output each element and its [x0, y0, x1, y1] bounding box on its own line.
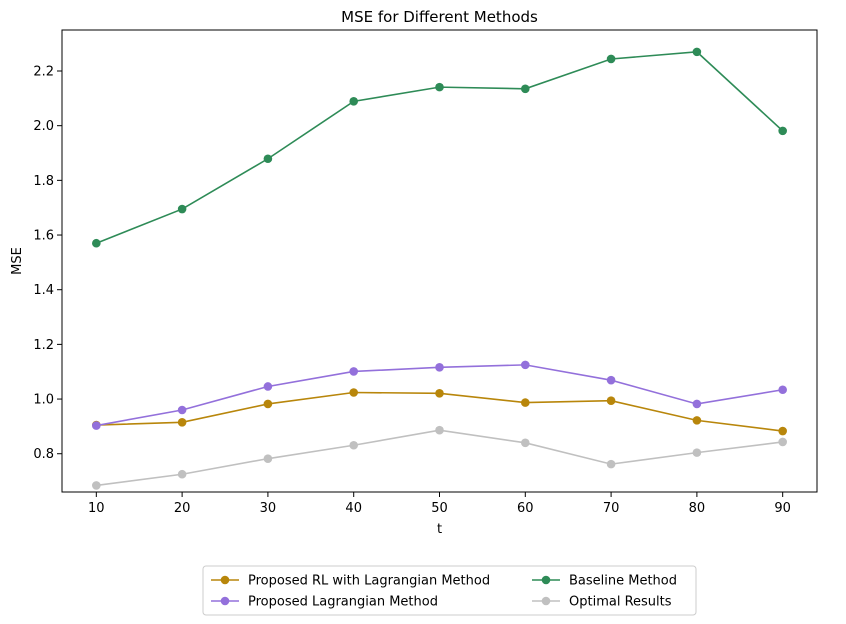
x-tick-label: 10 — [88, 501, 105, 516]
data-point-proposed-rl-with-lagrangian-method — [349, 388, 359, 397]
chart-title: MSE for Different Methods — [341, 8, 538, 26]
data-point-baseline-method — [349, 97, 359, 106]
legend-marker — [220, 575, 230, 585]
x-tick-label: 90 — [774, 501, 791, 516]
y-tick-label: 1.6 — [33, 229, 54, 244]
legend: Proposed RL with Lagrangian Method Propos… — [202, 565, 697, 616]
data-point-proposed-rl-with-lagrangian-method — [177, 417, 187, 427]
data-point-proposed-rl-with-lagrangian-method — [692, 416, 702, 425]
legend-label: Baseline Method — [569, 574, 677, 589]
data-point-optimal-results — [606, 459, 616, 469]
data-point-proposed-lagrangian-method — [435, 363, 444, 372]
data-point-optimal-results — [692, 448, 702, 457]
legend-item-proposed-rl-with-lagrangian-method: Proposed RL with Lagrangian Method — [211, 574, 490, 589]
data-point-optimal-results — [177, 469, 187, 479]
series-line-proposed-rl-with-lagrangian-method — [96, 391, 783, 432]
data-point-baseline-method — [92, 238, 101, 248]
data-point-proposed-lagrangian-method — [92, 421, 101, 430]
data-point-optimal-results — [435, 425, 444, 435]
x-axis-title: t — [437, 522, 442, 537]
data-point-optimal-results — [92, 481, 101, 490]
data-point-optimal-results — [778, 437, 787, 447]
data-point-baseline-method — [606, 54, 616, 64]
y-tick-label: 0.8 — [33, 447, 54, 462]
series-proposed-lagrangian-method — [92, 360, 787, 430]
data-point-proposed-lagrangian-method — [778, 385, 787, 395]
data-point-proposed-lagrangian-method — [520, 360, 530, 370]
legend-label: Optimal Results — [569, 595, 672, 610]
x-tick-label: 20 — [174, 501, 191, 516]
series-line-baseline-method — [96, 51, 784, 244]
data-point-proposed-lagrangian-method — [177, 405, 187, 415]
legend-label: Proposed Lagrangian Method — [248, 595, 438, 610]
data-point-optimal-results — [520, 438, 530, 448]
y-tick-label: 1.8 — [33, 174, 54, 189]
data-point-proposed-lagrangian-method — [692, 399, 702, 409]
data-point-baseline-method — [778, 126, 787, 136]
series-optimal-results — [92, 425, 787, 490]
x-tick-label: 70 — [603, 501, 620, 516]
data-point-proposed-lagrangian-method — [263, 382, 273, 391]
data-point-proposed-rl-with-lagrangian-method — [435, 389, 444, 398]
series-proposed-rl-with-lagrangian-method — [92, 388, 787, 436]
x-axis: 10 20 30 40 50 60 70 80 90 — [88, 492, 791, 516]
data-point-baseline-method — [263, 154, 273, 164]
y-tick-label: 1.0 — [33, 393, 54, 408]
data-point-optimal-results — [349, 440, 359, 450]
legend-marker — [541, 575, 551, 585]
x-tick-label: 40 — [345, 501, 362, 516]
y-tick-label: 1.2 — [33, 338, 54, 353]
legend-item-proposed-lagrangian-method: Proposed Lagrangian Method — [211, 595, 438, 610]
data-point-proposed-lagrangian-method — [606, 375, 616, 385]
x-tick-label: 50 — [431, 501, 448, 516]
y-tick-label: 2.0 — [33, 119, 54, 134]
x-tick-label: 80 — [689, 501, 706, 516]
legend-item-optimal-results: Optimal Results — [532, 595, 672, 610]
y-axis: 0.8 1.0 1.2 1.4 1.6 1.8 2.0 2.2 — [33, 65, 62, 462]
data-point-proposed-lagrangian-method — [349, 367, 359, 376]
y-tick-label: 1.4 — [33, 283, 54, 298]
legend-marker — [220, 596, 230, 606]
y-axis-title: MSE — [10, 247, 25, 275]
series-baseline-method — [92, 47, 787, 248]
x-tick-label: 30 — [260, 501, 277, 516]
legend-label: Proposed RL with Lagrangian Method — [248, 574, 490, 589]
data-point-baseline-method — [520, 84, 530, 94]
series-line-optimal-results — [96, 429, 783, 487]
data-point-baseline-method — [435, 82, 444, 92]
plot-area — [92, 47, 787, 490]
data-point-proposed-rl-with-lagrangian-method — [606, 396, 616, 405]
y-tick-label: 2.2 — [33, 65, 54, 80]
data-point-baseline-method — [692, 47, 702, 57]
legend-item-baseline-method: Baseline Method — [532, 574, 677, 589]
data-point-baseline-method — [177, 204, 187, 214]
data-point-proposed-rl-with-lagrangian-method — [520, 398, 530, 407]
x-tick-label: 60 — [517, 501, 534, 516]
data-point-optimal-results — [263, 454, 273, 463]
legend-box — [202, 565, 697, 616]
legend-marker — [541, 596, 551, 606]
data-point-proposed-rl-with-lagrangian-method — [263, 399, 273, 409]
data-point-proposed-rl-with-lagrangian-method — [778, 426, 787, 436]
